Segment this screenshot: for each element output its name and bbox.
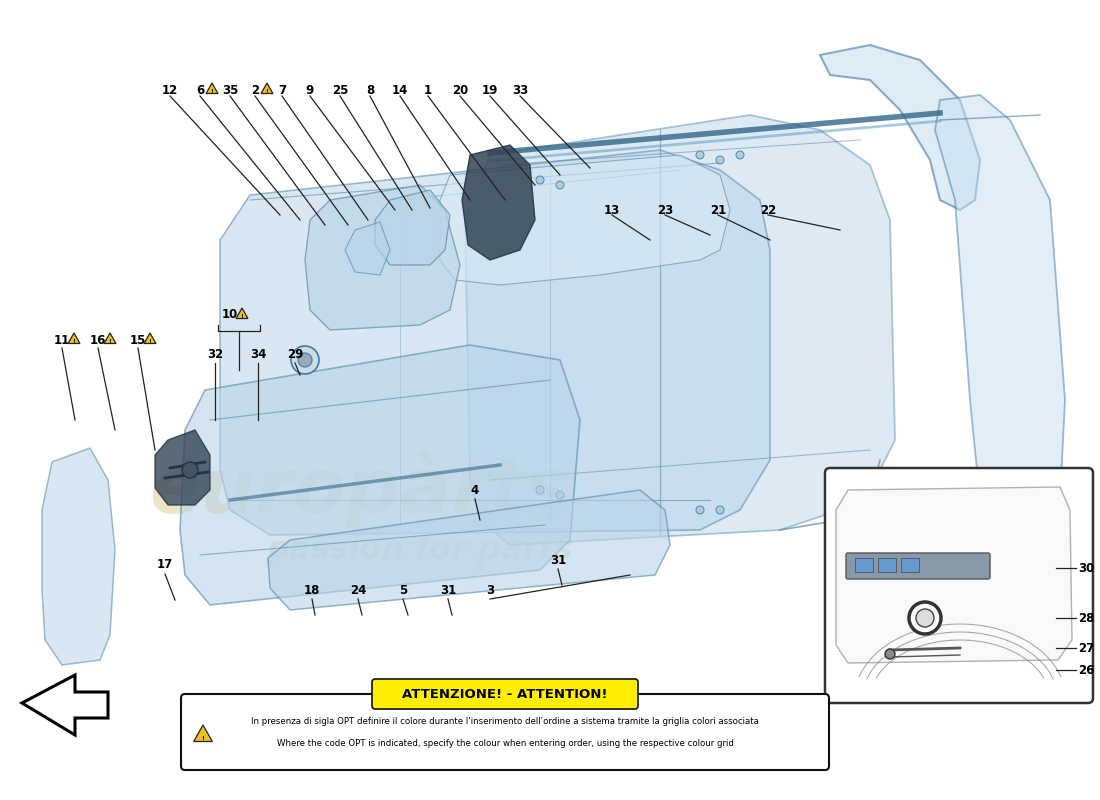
Polygon shape xyxy=(836,487,1072,663)
Text: 31: 31 xyxy=(550,554,566,566)
Bar xyxy=(878,558,896,572)
Circle shape xyxy=(182,462,198,478)
Text: !: ! xyxy=(201,736,205,741)
Text: 15: 15 xyxy=(130,334,146,346)
Circle shape xyxy=(536,486,544,494)
Polygon shape xyxy=(194,725,212,742)
Circle shape xyxy=(736,151,744,159)
Text: 35: 35 xyxy=(222,83,239,97)
Text: 32: 32 xyxy=(207,349,223,362)
Text: !: ! xyxy=(265,89,268,94)
Circle shape xyxy=(696,151,704,159)
Polygon shape xyxy=(22,675,108,735)
Polygon shape xyxy=(935,95,1065,530)
Text: 6: 6 xyxy=(196,83,205,97)
Text: !: ! xyxy=(73,339,76,344)
Circle shape xyxy=(298,353,312,367)
Text: europàrts: europàrts xyxy=(148,451,571,529)
Circle shape xyxy=(909,602,940,634)
Text: 13: 13 xyxy=(604,203,620,217)
Text: 12: 12 xyxy=(162,83,178,97)
Text: passion for parts: passion for parts xyxy=(266,534,573,566)
Polygon shape xyxy=(462,145,535,260)
Text: 25: 25 xyxy=(332,83,349,97)
Text: 34: 34 xyxy=(250,349,266,362)
Text: 27: 27 xyxy=(1078,642,1094,654)
Bar xyxy=(855,558,873,572)
Text: !: ! xyxy=(210,89,213,94)
Polygon shape xyxy=(440,155,730,285)
Text: 16: 16 xyxy=(90,334,107,346)
Polygon shape xyxy=(220,150,770,535)
Circle shape xyxy=(716,506,724,514)
FancyBboxPatch shape xyxy=(825,468,1093,703)
Text: !: ! xyxy=(109,339,111,344)
Text: 23: 23 xyxy=(657,203,673,217)
Polygon shape xyxy=(236,308,248,318)
Text: 14: 14 xyxy=(392,83,408,97)
Polygon shape xyxy=(155,430,210,505)
Polygon shape xyxy=(345,222,390,275)
Text: 31: 31 xyxy=(440,583,456,597)
Polygon shape xyxy=(206,83,218,94)
Text: 29: 29 xyxy=(287,349,304,362)
Text: Where the code OPT is indicated, specify the colour when entering order, using t: Where the code OPT is indicated, specify… xyxy=(276,739,734,749)
FancyBboxPatch shape xyxy=(846,553,990,579)
Text: 20: 20 xyxy=(452,83,469,97)
Text: 11: 11 xyxy=(54,334,70,346)
Text: 28: 28 xyxy=(1078,611,1094,625)
Text: 19: 19 xyxy=(482,83,498,97)
Circle shape xyxy=(916,609,934,627)
Polygon shape xyxy=(261,83,273,94)
Text: 18: 18 xyxy=(304,583,320,597)
Polygon shape xyxy=(42,448,116,665)
Text: 1: 1 xyxy=(424,83,432,97)
Polygon shape xyxy=(465,115,895,545)
Text: 4: 4 xyxy=(471,483,480,497)
Text: 10: 10 xyxy=(222,309,238,322)
Text: ATTENZIONE! - ATTENTION!: ATTENZIONE! - ATTENTION! xyxy=(403,687,607,701)
Polygon shape xyxy=(144,333,156,343)
Polygon shape xyxy=(268,490,670,610)
Text: 3: 3 xyxy=(486,583,494,597)
Text: 5: 5 xyxy=(399,583,407,597)
Circle shape xyxy=(716,156,724,164)
Text: 8: 8 xyxy=(366,83,374,97)
Polygon shape xyxy=(180,345,580,605)
Text: 2: 2 xyxy=(251,83,260,97)
Text: 33: 33 xyxy=(512,83,528,97)
Circle shape xyxy=(971,511,979,519)
Polygon shape xyxy=(820,45,980,210)
Polygon shape xyxy=(104,333,116,343)
Polygon shape xyxy=(68,333,80,343)
Circle shape xyxy=(536,176,544,184)
Circle shape xyxy=(976,516,984,524)
Circle shape xyxy=(696,506,704,514)
Circle shape xyxy=(292,346,319,374)
Text: 24: 24 xyxy=(350,583,366,597)
Circle shape xyxy=(556,181,564,189)
Text: 30: 30 xyxy=(1078,562,1094,574)
Text: !: ! xyxy=(148,339,152,344)
Text: 7: 7 xyxy=(278,83,286,97)
Circle shape xyxy=(556,491,564,499)
Text: 17: 17 xyxy=(157,558,173,571)
Circle shape xyxy=(966,496,974,504)
Text: 26: 26 xyxy=(1078,663,1094,677)
FancyBboxPatch shape xyxy=(182,694,829,770)
Text: 22: 22 xyxy=(760,203,777,217)
Text: In presenza di sigla OPT definire il colore durante l'inserimento dell'ordine a : In presenza di sigla OPT definire il col… xyxy=(251,718,759,726)
Text: 9: 9 xyxy=(306,83,315,97)
FancyBboxPatch shape xyxy=(372,679,638,709)
Text: !: ! xyxy=(241,314,243,319)
Polygon shape xyxy=(305,185,460,330)
Polygon shape xyxy=(375,190,450,265)
Circle shape xyxy=(886,649,895,659)
Text: 21: 21 xyxy=(710,203,726,217)
Bar xyxy=(901,558,918,572)
